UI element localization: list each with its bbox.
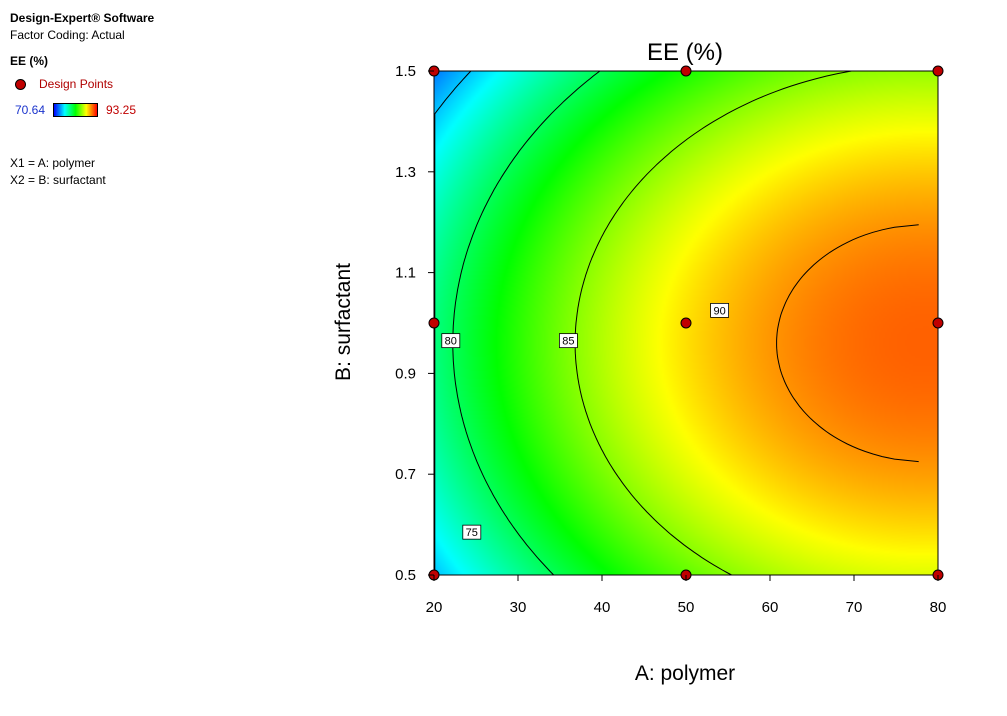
x-tick-label: 60 (762, 599, 779, 616)
x-tick-label: 50 (678, 599, 695, 616)
contour-line-75 (434, 70, 472, 576)
y-axis-title: B: surfactant (332, 263, 355, 381)
y-tick-label: 1.5 (395, 63, 416, 80)
design-point (680, 65, 692, 77)
color-scale: 70.64 93.25 (10, 102, 154, 118)
y-axis: 0.5 0.7 0.9 1.1 1.3 1.5 (395, 63, 434, 584)
y-tick-label: 0.5 (395, 567, 416, 584)
contour-label-85: 85 (562, 336, 574, 348)
contour-label-90: 90 (713, 305, 725, 317)
response-name: EE (%) (10, 54, 49, 68)
factor-definitions: X1 = A: polymer X2 = B: surfactant (10, 155, 154, 189)
x-tick-label: 80 (930, 599, 947, 616)
contour-label-box (441, 333, 461, 349)
color-scale-max: 93.25 (106, 102, 137, 117)
contour-label-75: 75 (466, 527, 478, 539)
contour-label-box (710, 302, 729, 318)
y-tick-label: 0.7 (395, 466, 416, 483)
y-tick-label: 1.3 (395, 164, 416, 181)
x-tick-label: 20 (426, 599, 443, 616)
contour-line-85 (574, 70, 852, 576)
contour-label-box (559, 333, 578, 349)
y-tick-label: 1.1 (395, 265, 416, 282)
y-tick-label: 0.9 (395, 365, 416, 382)
legend-panel: Design-Expert® Software Factor Coding: A… (10, 10, 154, 189)
factor-x2: X2 = B: surfactant (10, 173, 106, 187)
contour-lines (434, 70, 919, 576)
design-point (680, 317, 692, 329)
design-point (932, 65, 944, 77)
design-point (428, 317, 440, 329)
contour-label-box (462, 524, 482, 540)
app-title: Design-Expert® Software (10, 11, 155, 25)
contour-labels: 75 80 85 90 (441, 302, 729, 540)
x-axis-title: A: polymer (635, 662, 735, 685)
plot-area: 75 80 85 90 (428, 65, 944, 581)
contour-label-80: 80 (445, 336, 457, 348)
x-tick-label: 40 (594, 599, 611, 616)
chart-title: EE (%) (647, 39, 723, 66)
x-tick-label: 30 (510, 599, 527, 616)
design-point (932, 317, 944, 329)
design-points-label: Design Points (39, 76, 114, 91)
color-scale-gradient (53, 103, 98, 117)
design-points-legend: Design Points (10, 76, 154, 92)
color-scale-min: 70.64 (15, 102, 46, 117)
contour-line-80 (452, 70, 601, 576)
contour-line-90 (776, 224, 919, 463)
design-point-marker-icon (15, 78, 26, 90)
factor-coding: Factor Coding: Actual (10, 28, 125, 42)
x-tick-label: 70 (846, 599, 863, 616)
x-axis: 20 30 40 50 60 70 80 (426, 575, 947, 616)
factor-x1: X1 = A: polymer (10, 156, 96, 170)
